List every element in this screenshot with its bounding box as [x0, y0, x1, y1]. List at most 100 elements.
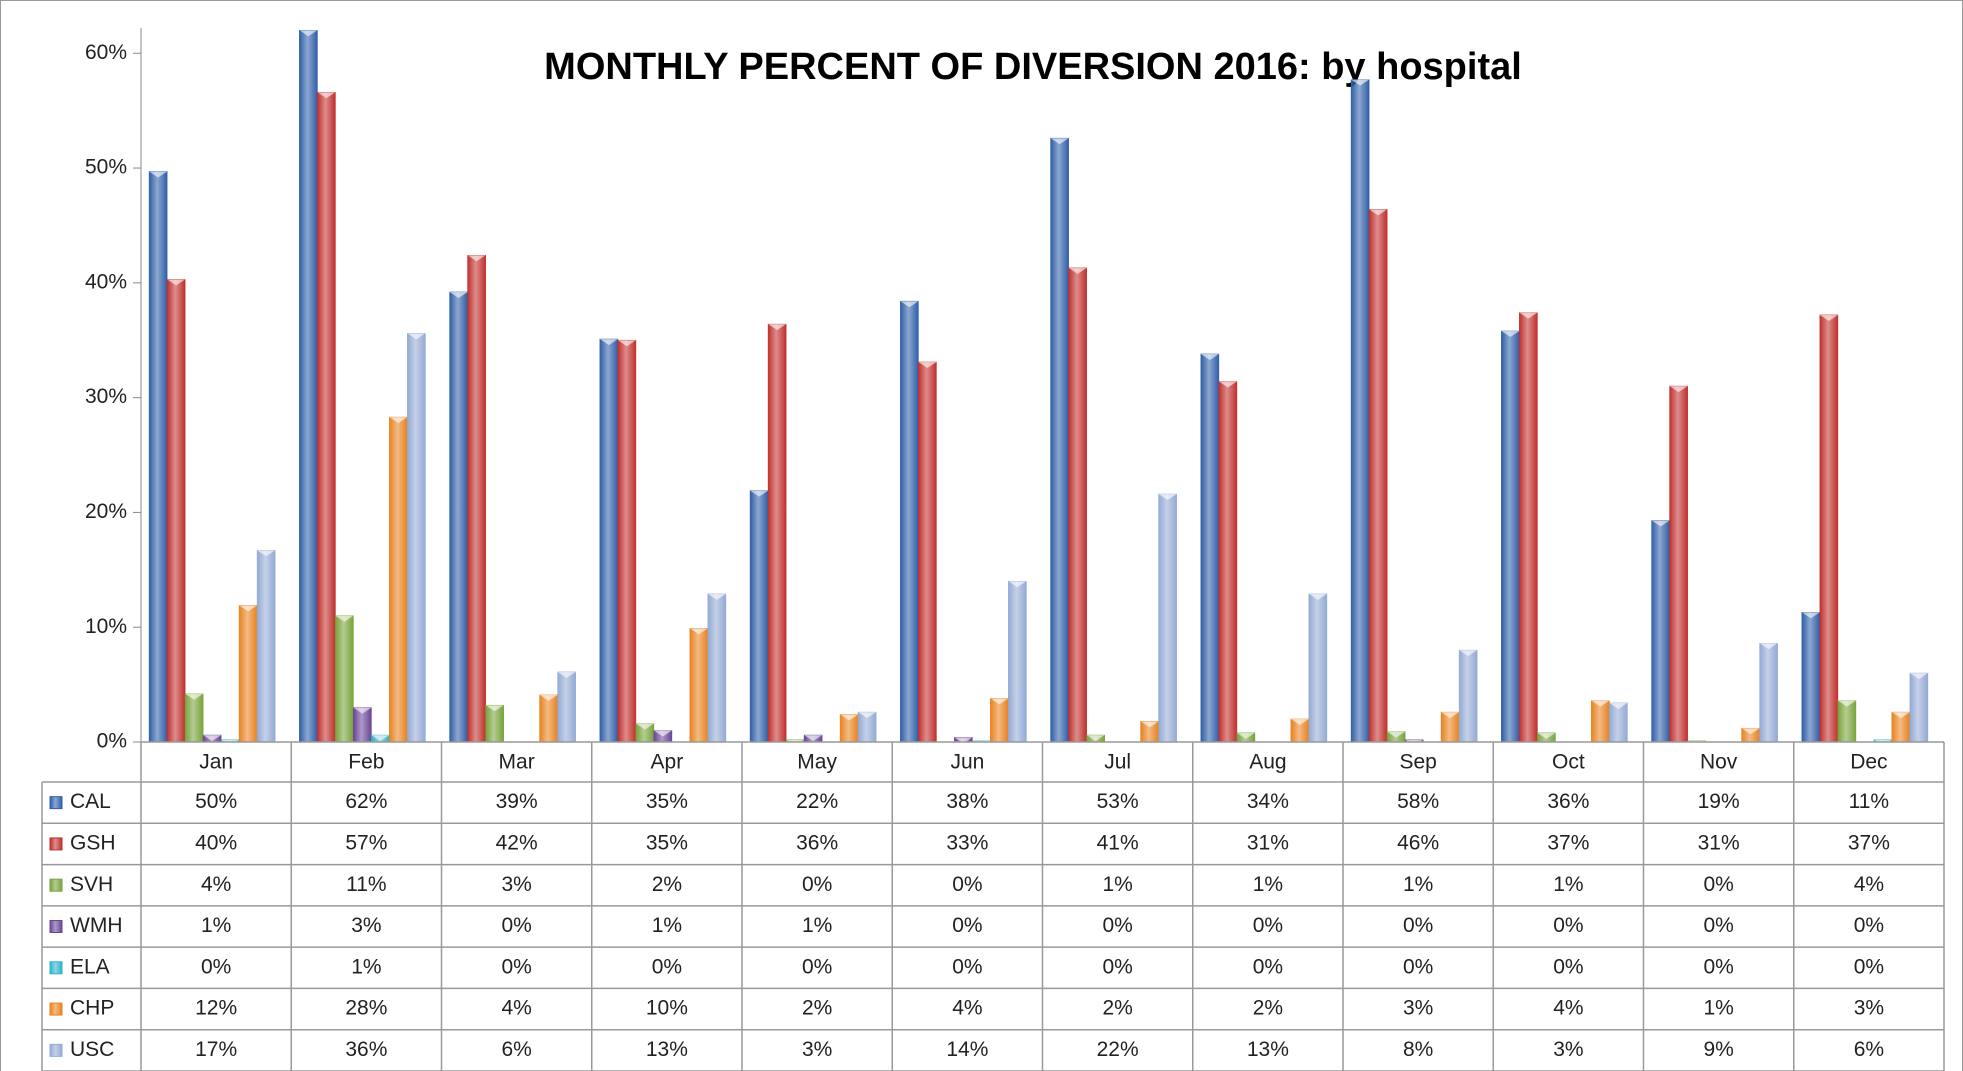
bar [335, 615, 354, 743]
table-cell: 6% [1854, 1038, 1884, 1061]
bar [689, 628, 709, 743]
bar-top [954, 737, 973, 744]
x-tick-label: Feb [348, 751, 384, 774]
table-cell: 38% [946, 790, 988, 813]
table-cell: 4% [1553, 997, 1583, 1020]
bar [1068, 267, 1087, 743]
table-cell: 1% [351, 955, 381, 978]
table-cell: 0% [952, 914, 982, 937]
table-cell: 1% [1403, 873, 1433, 896]
bar-top [317, 92, 336, 99]
bar [256, 549, 276, 743]
bar-top [1537, 732, 1556, 739]
bar-top [1459, 650, 1478, 657]
bar-top [840, 714, 859, 721]
table-cell: 46% [1397, 831, 1439, 854]
bar [1501, 330, 1520, 743]
bar-top [599, 339, 618, 346]
table-cell: 0% [1553, 914, 1583, 937]
table-cell: 0% [802, 955, 832, 978]
bar [407, 333, 426, 743]
table-cell: 40% [195, 831, 237, 854]
bar [299, 29, 318, 743]
bar-top [239, 605, 258, 612]
table-cell: 13% [646, 1038, 688, 1061]
bar-top [1909, 673, 1928, 680]
table-cell: 10% [646, 997, 688, 1020]
table-cell: 35% [646, 831, 688, 854]
y-tick-label: 50% [85, 156, 127, 179]
bar-top [539, 694, 558, 701]
y-tick-label: 20% [85, 500, 127, 523]
table-cell: 1% [652, 914, 682, 937]
bar-top [858, 712, 877, 719]
table-cell: 58% [1397, 790, 1439, 813]
bar [1218, 381, 1238, 743]
table-cell: 0% [1253, 955, 1283, 978]
table-cell: 1% [1703, 997, 1733, 1020]
legend-swatch [49, 961, 63, 975]
bar-top [1086, 735, 1105, 742]
bar-top [900, 301, 919, 308]
bar [1837, 700, 1857, 743]
table-cell: 0% [652, 955, 682, 978]
table-cell: 36% [796, 831, 838, 854]
bar-top [1741, 728, 1760, 735]
bar [184, 693, 204, 743]
bar-top [1651, 520, 1670, 527]
legend-label: CAL [70, 790, 111, 813]
table-cell: 31% [1698, 831, 1740, 854]
table-cell: 57% [345, 831, 387, 854]
table-cell: 34% [1247, 790, 1289, 813]
bar [317, 91, 336, 743]
bar [1008, 580, 1027, 743]
bar [1368, 209, 1388, 743]
bar-top [299, 30, 318, 37]
x-tick-label: May [797, 751, 837, 774]
y-tick-label: 30% [85, 385, 127, 408]
table-cell: 28% [345, 997, 387, 1020]
table-cell: 11% [1849, 790, 1889, 813]
bar-top [804, 735, 823, 742]
bar-top [203, 735, 222, 742]
x-tick-label: Sep [1399, 751, 1436, 774]
bar [449, 291, 468, 743]
legend-swatch [49, 796, 63, 810]
bar-top [353, 707, 372, 714]
bar-top [1218, 381, 1237, 388]
bar-top [1290, 719, 1309, 726]
bar [1519, 312, 1538, 743]
x-tick-label: Jul [1104, 751, 1131, 774]
table-cell: 0% [1553, 955, 1583, 978]
bar [166, 279, 186, 743]
legend-swatch [49, 920, 63, 933]
table-cell: 12% [195, 997, 237, 1020]
bar-top [1369, 209, 1388, 216]
bar [707, 593, 727, 743]
bar-top [335, 615, 354, 622]
table-cell: 9% [1703, 1038, 1733, 1061]
table-cell: 17% [195, 1038, 237, 1061]
table-cell: 22% [796, 790, 838, 813]
table-cell: 0% [802, 873, 832, 896]
table-cell: 1% [1553, 873, 1583, 896]
bar [1350, 79, 1370, 743]
table-cell: 0% [1703, 873, 1733, 896]
legend-swatch [49, 1002, 63, 1016]
bar-top [1158, 494, 1177, 501]
table-cell: 0% [1403, 955, 1433, 978]
table-cell: 0% [1703, 955, 1733, 978]
table-cell: 0% [201, 955, 231, 978]
table-cell: 39% [496, 790, 538, 813]
table-cell: 2% [1253, 997, 1283, 1020]
bar [900, 300, 919, 743]
table-cell: 3% [1403, 997, 1433, 1020]
bar [557, 671, 576, 743]
bar-top [750, 490, 769, 497]
bar-top [389, 417, 408, 424]
bar-top [257, 550, 276, 557]
table-cell: 6% [501, 1038, 531, 1061]
table-cell: 0% [1253, 914, 1283, 937]
bar [539, 694, 558, 743]
bar [1759, 642, 1778, 743]
